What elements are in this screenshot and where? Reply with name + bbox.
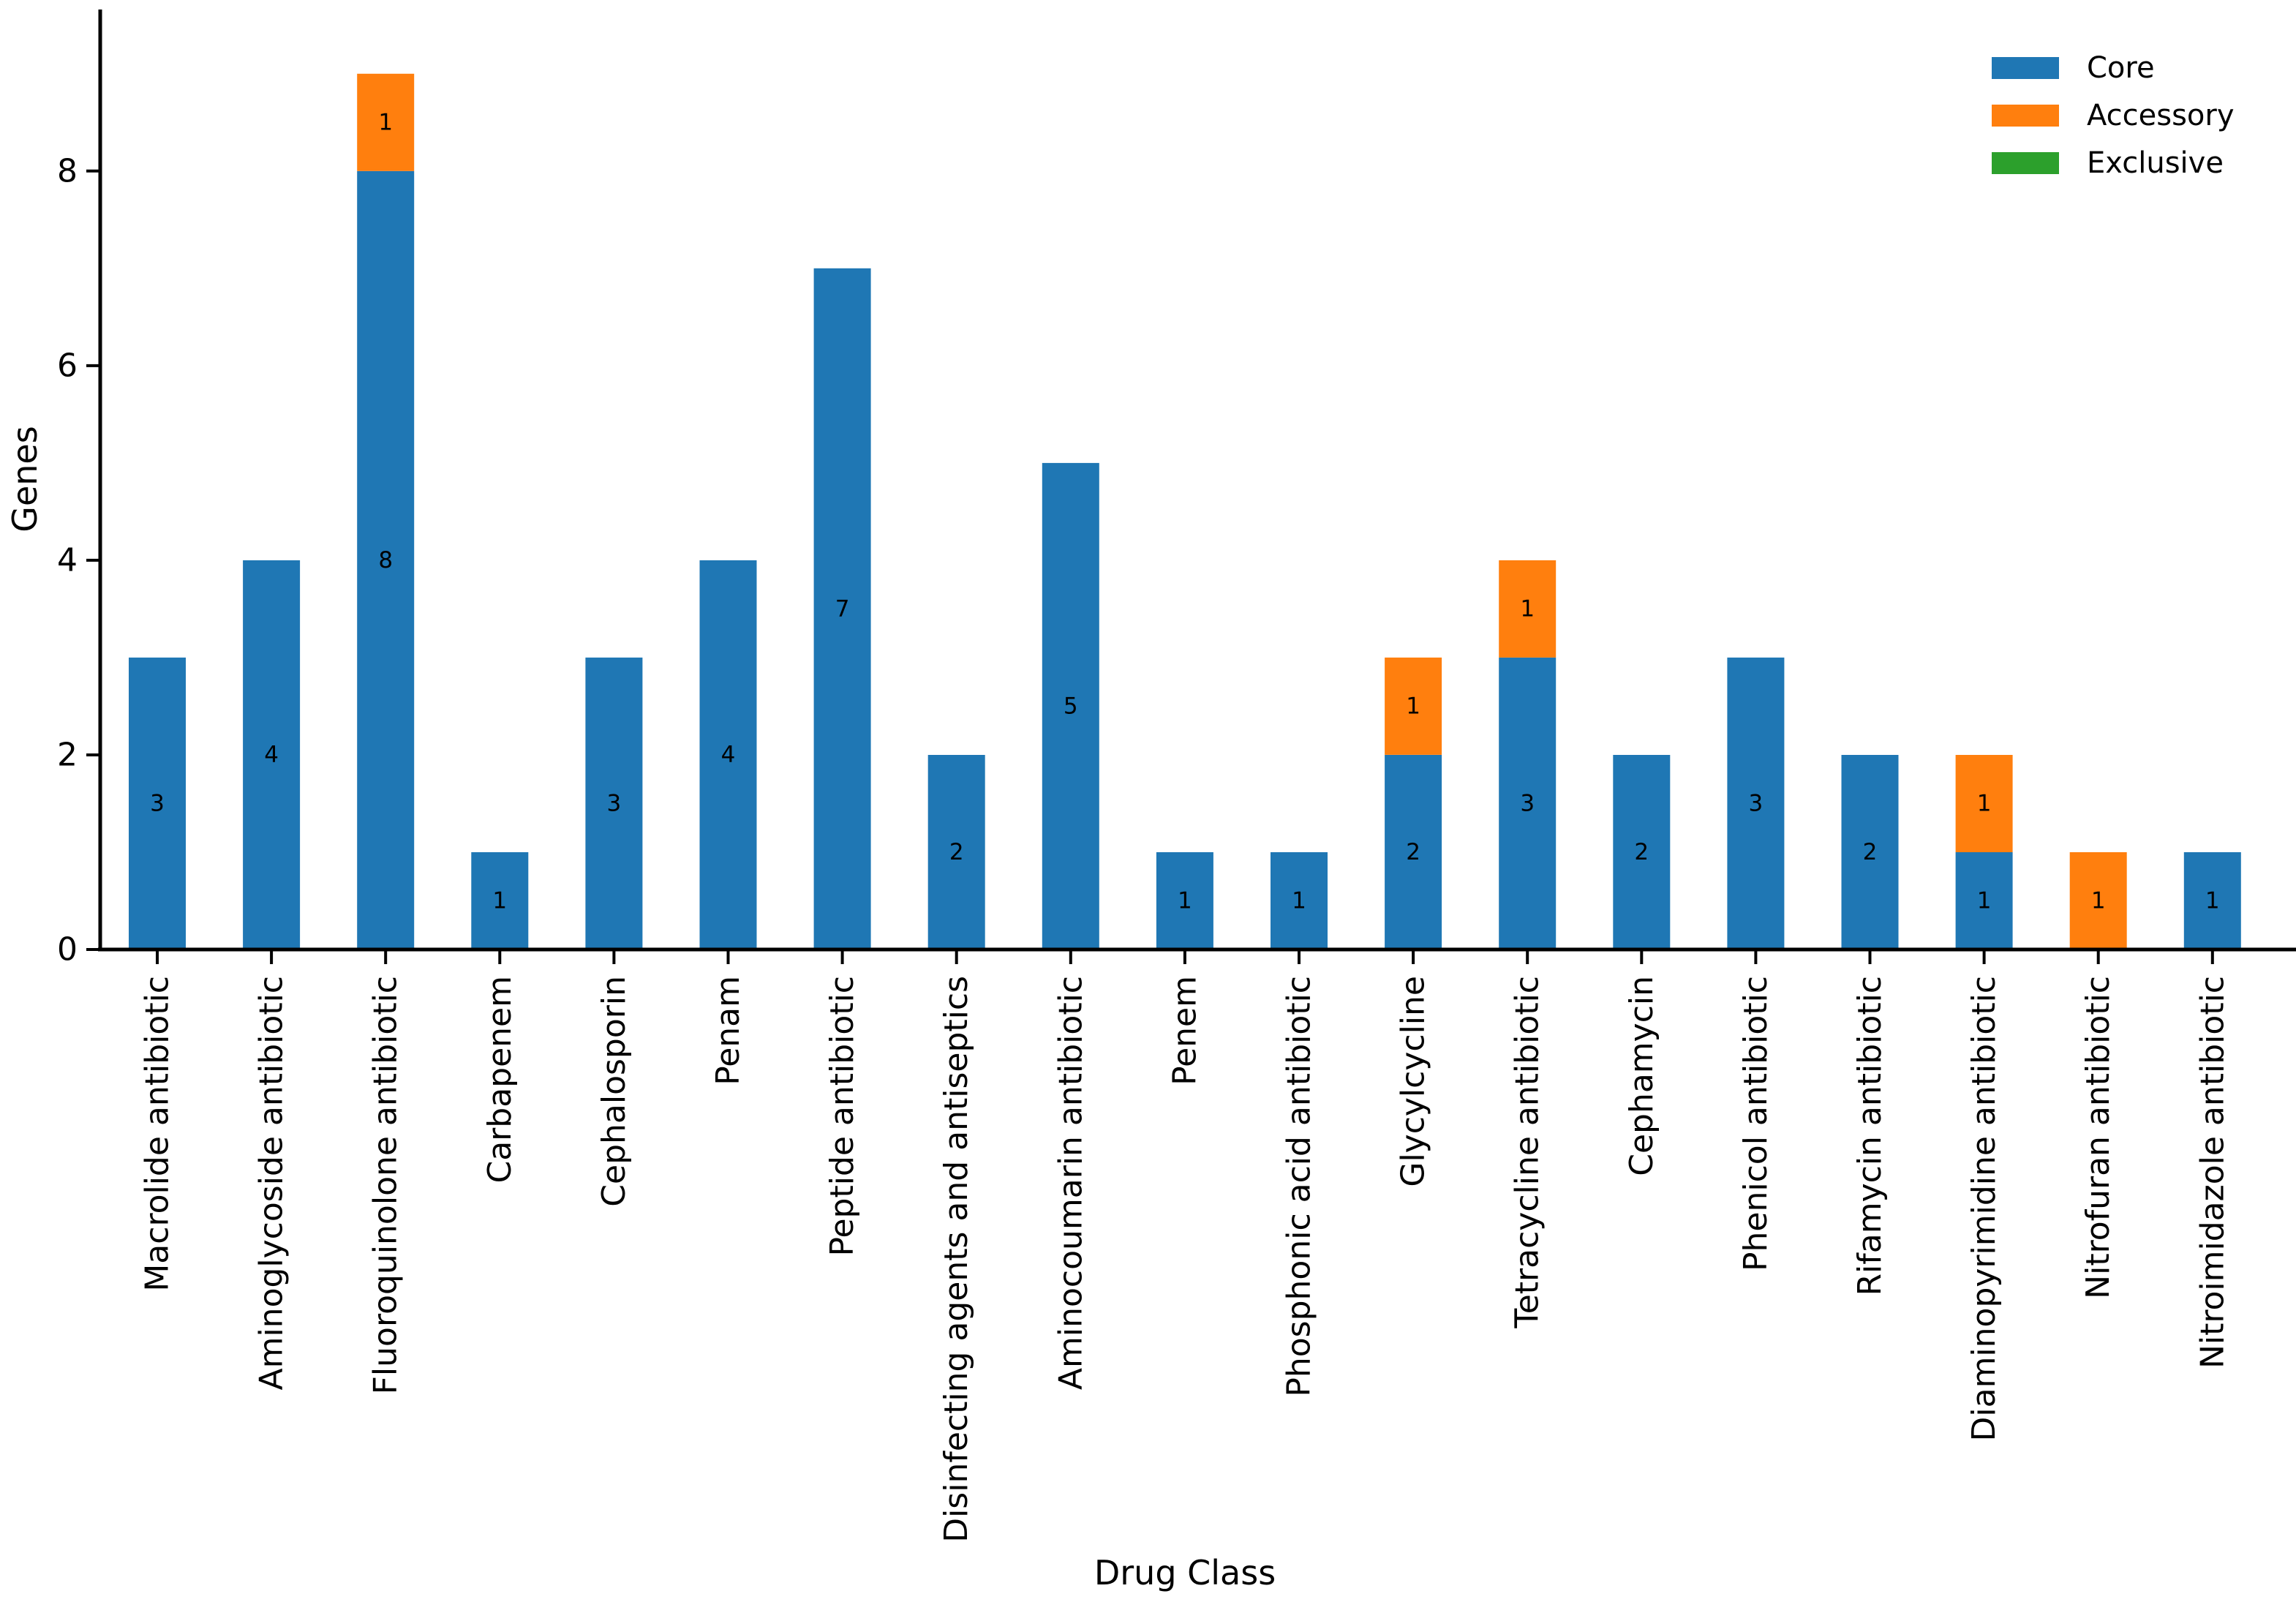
bar-segment — [1727, 657, 1785, 949]
bar-value-label: 3 — [607, 791, 622, 817]
bar-value-label: 1 — [1977, 791, 1992, 817]
x-axis-label: Drug Class — [1094, 1553, 1276, 1592]
bar-value-label: 3 — [150, 791, 165, 817]
bar-segment — [585, 657, 643, 949]
bar-value-label: 1 — [1292, 888, 1306, 914]
x-tick-label: Peptide antibiotic — [824, 976, 861, 1257]
bar-value-label: 4 — [264, 742, 279, 768]
bar-value-label: 1 — [378, 109, 393, 135]
bar-segment — [1499, 560, 1557, 658]
y-tick-label: 2 — [57, 737, 78, 774]
bar-segment — [1271, 852, 1328, 949]
x-tick-label: Glycylcycline — [1395, 976, 1432, 1187]
bar-segment — [927, 755, 985, 949]
bar-segment — [2183, 852, 2241, 949]
x-tick-label: Phenicol antibiotic — [1737, 976, 1774, 1271]
bar-value-label: 2 — [1406, 839, 1420, 865]
bar-segment — [1385, 657, 1442, 755]
x-tick-label: Rifamycin antibiotic — [1851, 976, 1889, 1296]
bar-segment — [2069, 852, 2127, 949]
y-tick-label: 6 — [57, 347, 78, 384]
x-tick-label: Aminocoumarin antibiotic — [1052, 976, 1089, 1390]
bar-value-label: 3 — [1749, 791, 1764, 817]
bar-segment — [813, 268, 871, 949]
y-tick-label: 0 — [57, 931, 78, 969]
bar-segment — [1499, 657, 1557, 949]
legend-label: Accessory — [2087, 99, 2235, 132]
bar-segment — [1613, 755, 1671, 949]
bar-segment — [357, 170, 415, 949]
x-tick-label: Cephalosporin — [595, 976, 633, 1207]
bar-value-label: 1 — [492, 888, 507, 914]
bar-value-label: 1 — [2205, 888, 2220, 914]
bar-value-label: 8 — [378, 547, 393, 574]
x-tick-label: Nitrofuran antibiotic — [2079, 976, 2117, 1299]
y-axis-label: Genes — [5, 426, 45, 532]
x-tick-label: Carbapenem — [481, 976, 519, 1184]
bar-value-label: 1 — [1178, 888, 1192, 914]
bar-value-label: 7 — [835, 595, 850, 622]
bar-segment — [699, 560, 757, 949]
bar-value-label: 2 — [949, 839, 964, 865]
axes-layer: 0 2 4 6 8 Macrolide antibiotic Aminoglycoside … — [57, 10, 2296, 1543]
bar-segment — [1385, 755, 1442, 949]
bar-segment — [357, 73, 415, 171]
bar-value-label: 2 — [1634, 839, 1649, 865]
x-tick-label: Phosphonic acid antibiotic — [1281, 976, 1318, 1397]
bar-segment — [1841, 755, 1899, 949]
bar-segment — [1955, 852, 2013, 949]
legend: Core Accessory Exclusive — [1992, 51, 2235, 180]
bar-segment — [1156, 852, 1213, 949]
x-tick-label: Fluoroquinolone antibiotic — [367, 976, 404, 1394]
legend-label: Exclusive — [2087, 146, 2224, 180]
bar-segment — [471, 852, 529, 949]
bar-value-label: 2 — [1863, 839, 1878, 865]
bar-segment — [1042, 462, 1099, 949]
bar-value-label: 1 — [1520, 595, 1535, 622]
bar-value-label: 1 — [2091, 888, 2106, 914]
bars-layer: 3 4 8 1 1 3 4 7 2 5 1 1 2 1 3 1 2 3 2 1 1 1 1 — [129, 73, 2241, 949]
x-tick-label: Disinfecting agents and antiseptics — [938, 976, 975, 1543]
bar-segment — [243, 560, 301, 949]
bar-value-label: 5 — [1064, 693, 1078, 719]
y-tick-label: 8 — [57, 152, 78, 189]
x-tick-label: Macrolide antibiotic — [139, 976, 176, 1292]
bar-value-label: 1 — [1977, 888, 1992, 914]
y-tick-label: 4 — [57, 541, 78, 579]
legend-swatch — [1992, 57, 2059, 79]
x-tick-label: Tetracycline antibiotic — [1509, 976, 1546, 1329]
x-tick-label: Aminoglycoside antibiotic — [253, 976, 290, 1391]
legend-swatch — [1992, 105, 2059, 127]
bar-value-label: 4 — [721, 742, 736, 768]
legend-label: Core — [2087, 51, 2155, 85]
legend-swatch — [1992, 152, 2059, 174]
x-tick-label: Cephamycin — [1623, 976, 1660, 1176]
x-tick-label: Penam — [709, 976, 747, 1086]
bar-segment — [129, 657, 186, 949]
bar-value-label: 1 — [1406, 693, 1420, 719]
x-tick-label: Nitroimidazole antibiotic — [2194, 976, 2231, 1369]
bar-value-label: 3 — [1520, 791, 1535, 817]
bar-segment — [1955, 755, 2013, 852]
x-tick-label: Penem — [1166, 976, 1203, 1086]
x-tick-label: Diaminopyrimidine antibiotic — [1965, 976, 2003, 1442]
